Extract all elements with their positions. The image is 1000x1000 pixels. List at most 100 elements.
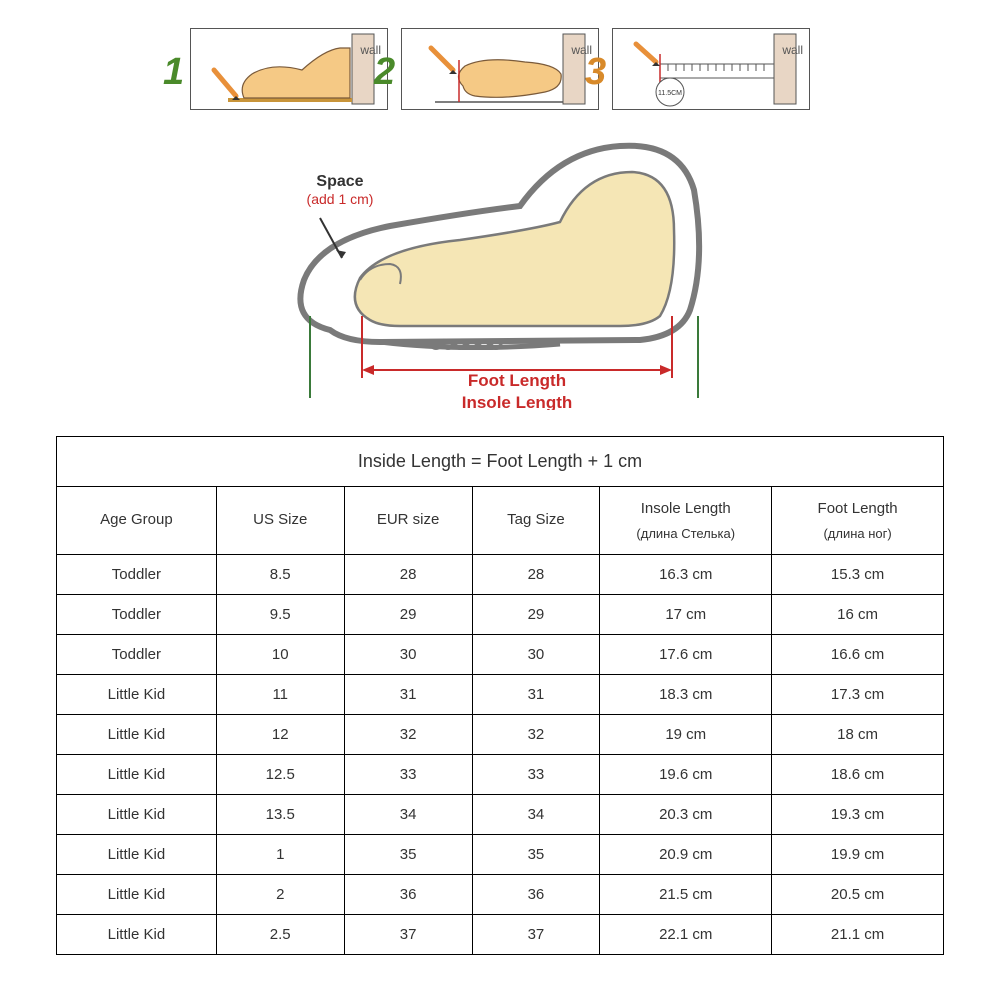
table-row: Toddler8.5282816.3 cm15.3 cm xyxy=(57,555,944,595)
cell-us: 2.5 xyxy=(216,915,344,955)
table-title-row: Inside Length = Foot Length + 1 cm xyxy=(57,437,944,487)
cell-eur: 37 xyxy=(344,915,472,955)
svg-text:Space: Space xyxy=(316,173,363,190)
col-age: Age Group xyxy=(57,487,217,555)
cell-foot: 19.3 cm xyxy=(772,795,944,835)
svg-text:(add 1 cm): (add 1 cm) xyxy=(307,191,374,207)
cell-tag: 30 xyxy=(472,635,600,675)
table-row: Toddler9.5292917 cm16 cm xyxy=(57,595,944,635)
cell-age: Toddler xyxy=(57,595,217,635)
step-1: 1 wall xyxy=(190,28,388,110)
step-1-number: 1 xyxy=(163,51,184,94)
measurement-steps: 1 wall 2 wall 3 wall xyxy=(190,28,810,110)
table-row: Little Kid11313118.3 cm17.3 cm xyxy=(57,675,944,715)
cell-insole: 19 cm xyxy=(600,715,772,755)
cell-age: Little Kid xyxy=(57,715,217,755)
cell-foot: 17.3 cm xyxy=(772,675,944,715)
step-2-illustration xyxy=(405,30,595,108)
cell-us: 13.5 xyxy=(216,795,344,835)
table-row: Little Kid12.5333319.6 cm18.6 cm xyxy=(57,755,944,795)
cell-insole: 18.3 cm xyxy=(600,675,772,715)
svg-text:Foot Length: Foot Length xyxy=(468,371,566,390)
cell-us: 12.5 xyxy=(216,755,344,795)
cell-insole: 21.5 cm xyxy=(600,875,772,915)
col-foot-sub: (длина ног) xyxy=(778,524,937,544)
svg-text:11.5CM: 11.5CM xyxy=(658,90,682,97)
cell-insole: 20.3 cm xyxy=(600,795,772,835)
cell-us: 10 xyxy=(216,635,344,675)
shoe-diagram: Space (add 1 cm) Foot Length Insole Leng… xyxy=(260,130,740,410)
table-title: Inside Length = Foot Length + 1 cm xyxy=(57,437,944,487)
svg-text:Insole Length: Insole Length xyxy=(462,393,573,410)
step-2: 2 wall xyxy=(401,28,599,110)
cell-age: Little Kid xyxy=(57,835,217,875)
cell-age: Little Kid xyxy=(57,795,217,835)
step-3-illustration: 11.5CM xyxy=(616,30,806,108)
cell-eur: 30 xyxy=(344,635,472,675)
cell-foot: 18 cm xyxy=(772,715,944,755)
col-insole-sub: (длина Стелька) xyxy=(606,524,765,544)
cell-age: Little Kid xyxy=(57,755,217,795)
cell-us: 1 xyxy=(216,835,344,875)
step-3: 3 wall 11.5CM xyxy=(612,28,810,110)
cell-eur: 31 xyxy=(344,675,472,715)
cell-eur: 33 xyxy=(344,755,472,795)
col-insole: Insole Length (длина Стелька) xyxy=(600,487,772,555)
step-2-number: 2 xyxy=(374,51,395,94)
cell-us: 11 xyxy=(216,675,344,715)
cell-tag: 29 xyxy=(472,595,600,635)
cell-age: Little Kid xyxy=(57,675,217,715)
cell-eur: 34 xyxy=(344,795,472,835)
cell-tag: 32 xyxy=(472,715,600,755)
cell-tag: 36 xyxy=(472,875,600,915)
step-1-illustration xyxy=(194,30,384,108)
cell-foot: 15.3 cm xyxy=(772,555,944,595)
cell-tag: 31 xyxy=(472,675,600,715)
table-row: Little Kid2363621.5 cm20.5 cm xyxy=(57,875,944,915)
cell-insole: 22.1 cm xyxy=(600,915,772,955)
cell-us: 8.5 xyxy=(216,555,344,595)
cell-foot: 20.5 cm xyxy=(772,875,944,915)
table-row: Little Kid12323219 cm18 cm xyxy=(57,715,944,755)
step-3-number: 3 xyxy=(585,51,606,94)
col-insole-label: Insole Length xyxy=(641,500,731,517)
col-us: US Size xyxy=(216,487,344,555)
table-header-row: Age Group US Size EUR size Tag Size Inso… xyxy=(57,487,944,555)
cell-insole: 19.6 cm xyxy=(600,755,772,795)
cell-age: Toddler xyxy=(57,635,217,675)
cell-foot: 16 cm xyxy=(772,595,944,635)
cell-foot: 21.1 cm xyxy=(772,915,944,955)
col-foot: Foot Length (длина ног) xyxy=(772,487,944,555)
cell-us: 2 xyxy=(216,875,344,915)
cell-tag: 28 xyxy=(472,555,600,595)
cell-eur: 32 xyxy=(344,715,472,755)
wall-label-3: wall xyxy=(782,43,803,57)
table-row: Little Kid13.5343420.3 cm19.3 cm xyxy=(57,795,944,835)
cell-insole: 17 cm xyxy=(600,595,772,635)
cell-insole: 16.3 cm xyxy=(600,555,772,595)
cell-foot: 19.9 cm xyxy=(772,835,944,875)
table-row: Little Kid2.5373722.1 cm21.1 cm xyxy=(57,915,944,955)
cell-tag: 34 xyxy=(472,795,600,835)
shoe-svg: Space (add 1 cm) Foot Length Insole Leng… xyxy=(260,130,740,410)
cell-us: 9.5 xyxy=(216,595,344,635)
col-foot-label: Foot Length xyxy=(818,500,898,517)
cell-age: Toddler xyxy=(57,555,217,595)
cell-age: Little Kid xyxy=(57,915,217,955)
col-eur: EUR size xyxy=(344,487,472,555)
cell-insole: 17.6 cm xyxy=(600,635,772,675)
cell-foot: 16.6 cm xyxy=(772,635,944,675)
table-row: Little Kid1353520.9 cm19.9 cm xyxy=(57,835,944,875)
cell-eur: 29 xyxy=(344,595,472,635)
cell-foot: 18.6 cm xyxy=(772,755,944,795)
cell-age: Little Kid xyxy=(57,875,217,915)
size-table: Inside Length = Foot Length + 1 cm Age G… xyxy=(56,436,944,955)
table-row: Toddler10303017.6 cm16.6 cm xyxy=(57,635,944,675)
cell-tag: 37 xyxy=(472,915,600,955)
size-table-body: Toddler8.5282816.3 cm15.3 cmToddler9.529… xyxy=(57,555,944,955)
cell-tag: 33 xyxy=(472,755,600,795)
cell-eur: 36 xyxy=(344,875,472,915)
cell-eur: 35 xyxy=(344,835,472,875)
cell-us: 12 xyxy=(216,715,344,755)
cell-eur: 28 xyxy=(344,555,472,595)
